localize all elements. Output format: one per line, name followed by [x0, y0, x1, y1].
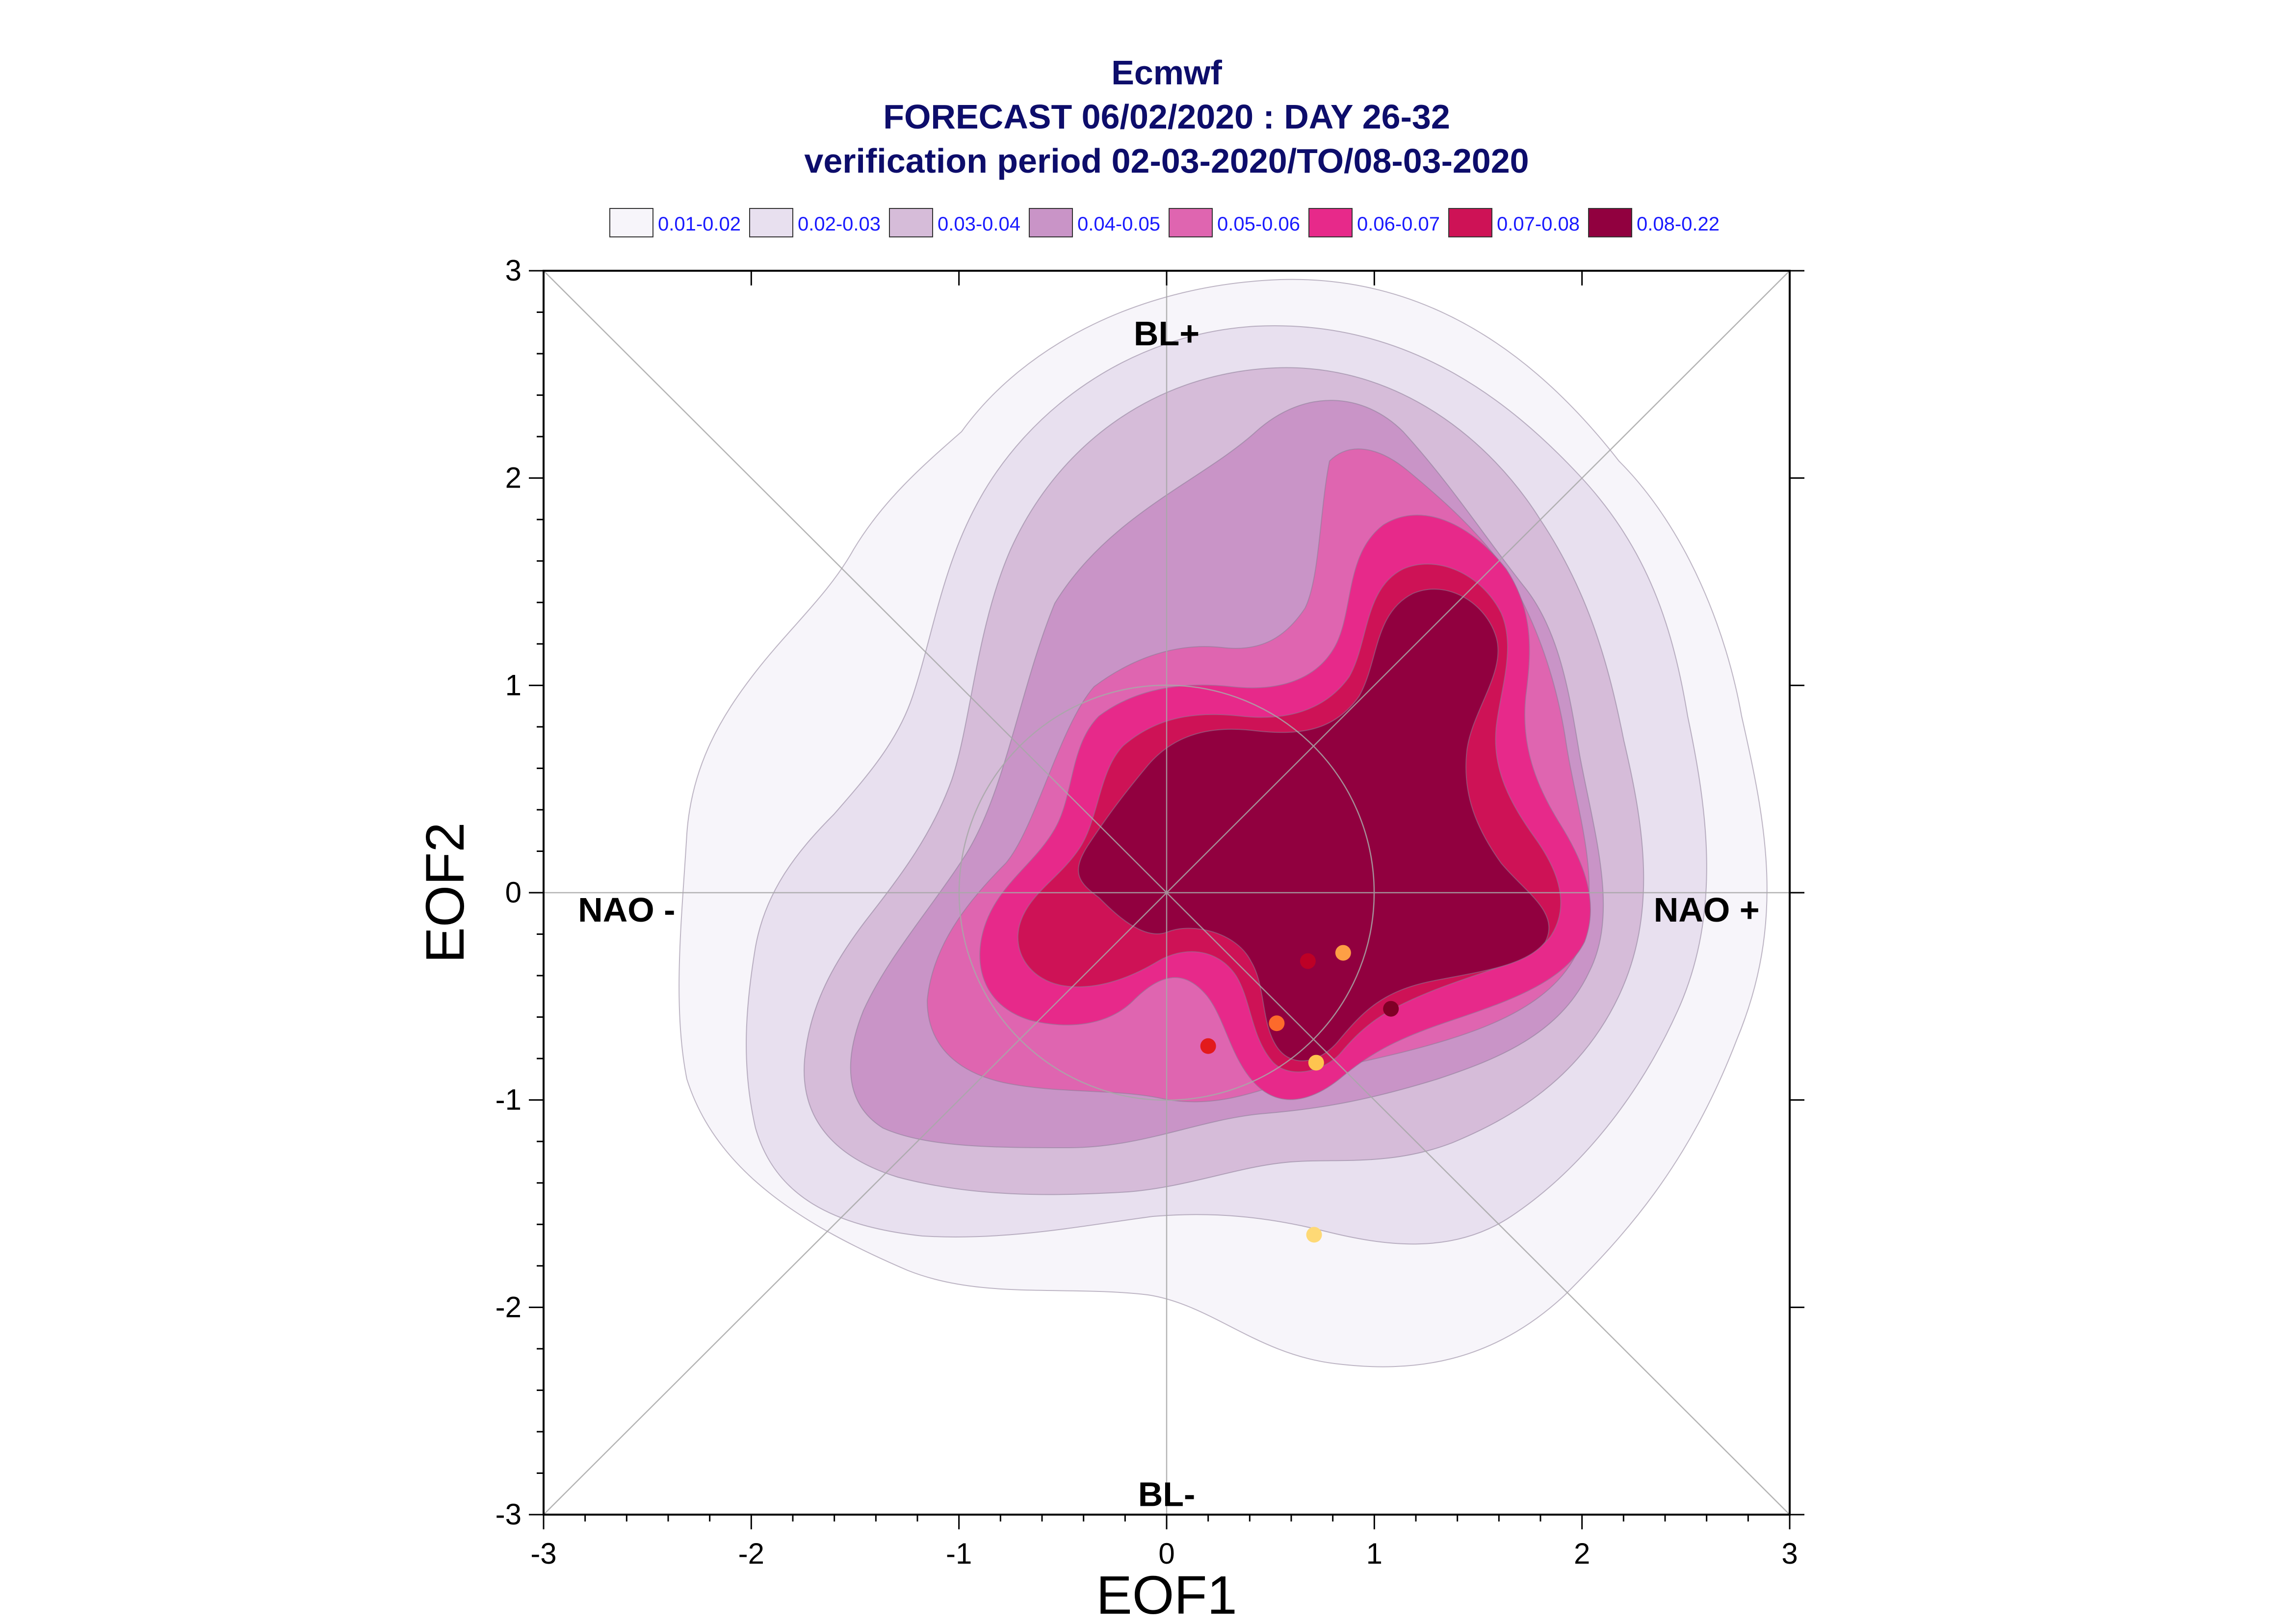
axis-ticks: -3 -2 -1 0 1 2 3 -3 -2 -1 0 1 2 3 — [496, 254, 1804, 1570]
legend-item: 0.03-0.04 — [889, 208, 1020, 237]
plot-area — [544, 271, 1790, 1515]
legend-label: 0.01-0.02 — [658, 213, 741, 235]
legend-label: 0.08-0.22 — [1637, 213, 1720, 235]
y-tick-label: -1 — [496, 1083, 522, 1116]
x-tick-label: 1 — [1366, 1537, 1382, 1570]
legend-item: 0.07-0.08 — [1448, 208, 1580, 237]
x-tick-label: 2 — [1574, 1537, 1590, 1570]
chart-title: Ecmwf — [1111, 53, 1222, 92]
forecast-point — [1383, 1001, 1399, 1017]
regime-labels: BL+ BL- NAO - NAO + — [578, 314, 1759, 1514]
legend: 0.01-0.02 0.02-0.03 0.03-0.04 0.04-0.05 0.05… — [609, 208, 1720, 237]
y-axis-title: EOF2 — [415, 822, 475, 963]
forecast-point — [1335, 945, 1351, 961]
regime-label: NAO + — [1654, 891, 1760, 929]
legend-swatch — [1029, 208, 1073, 237]
legend-label: 0.03-0.04 — [938, 213, 1020, 235]
forecast-points — [1200, 945, 1399, 1243]
legend-item: 0.02-0.03 — [749, 208, 881, 237]
legend-label: 0.04-0.05 — [1077, 213, 1160, 235]
regime-label: BL+ — [1134, 314, 1200, 353]
forecast-point — [1308, 1055, 1324, 1071]
legend-item: 0.06-0.07 — [1308, 208, 1440, 237]
legend-item: 0.01-0.02 — [609, 208, 741, 237]
y-tick-label: -3 — [496, 1498, 522, 1531]
legend-label: 0.06-0.07 — [1357, 213, 1440, 235]
diagonal-line-2 — [544, 271, 1790, 1515]
legend-swatch — [889, 208, 933, 237]
x-tick-label: 0 — [1158, 1537, 1174, 1570]
legend-swatch — [609, 208, 653, 237]
legend-swatch — [1588, 208, 1632, 237]
forecast-point — [1306, 1227, 1322, 1243]
x-tick-label: -1 — [946, 1537, 972, 1570]
legend-swatch — [749, 208, 793, 237]
y-tick-label: -2 — [496, 1290, 522, 1323]
reference-grid — [544, 271, 1790, 1515]
y-tick-label: 2 — [505, 462, 522, 494]
unit-circle — [958, 684, 1375, 1101]
chart-subtitle-verification: verification period 02-03-2020/TO/08-03-… — [804, 142, 1529, 180]
legend-label: 0.07-0.08 — [1497, 213, 1580, 235]
legend-swatch — [1308, 208, 1353, 237]
contour-level-0.08-0.22 — [1078, 589, 1550, 1061]
x-axis-title: EOF1 — [1096, 1565, 1237, 1624]
legend-swatch — [1448, 208, 1492, 237]
legend-swatch — [1169, 208, 1213, 237]
legend-item: 0.04-0.05 — [1029, 208, 1160, 237]
y-tick-label: 0 — [505, 876, 522, 909]
x-tick-label: -2 — [738, 1537, 764, 1570]
density-contours — [678, 279, 1768, 1367]
x-tick-label: -3 — [530, 1537, 556, 1570]
forecast-point — [1269, 1015, 1285, 1031]
y-tick-label: 3 — [505, 254, 522, 287]
legend-item: 0.08-0.22 — [1588, 208, 1720, 237]
legend-item: 0.05-0.06 — [1169, 208, 1300, 237]
y-tick-label: 1 — [505, 669, 522, 701]
chart-subtitle: FORECAST 06/02/2020 : DAY 26-32 — [883, 98, 1450, 136]
forecast-point — [1300, 953, 1316, 969]
regime-label: BL- — [1138, 1475, 1196, 1514]
legend-label: 0.02-0.03 — [798, 213, 881, 235]
forecast-point — [1200, 1038, 1216, 1054]
regime-label: NAO - — [578, 891, 675, 929]
legend-label: 0.05-0.06 — [1217, 213, 1300, 235]
x-tick-label: 3 — [1781, 1537, 1798, 1570]
